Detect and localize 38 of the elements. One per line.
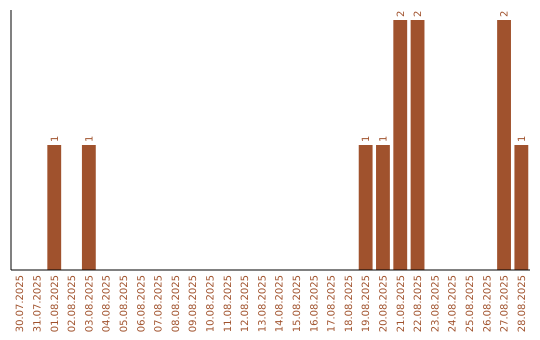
x-tick-label: 19.08.2025: [361, 275, 372, 332]
x-tick-label: 24.08.2025: [448, 275, 459, 332]
x-tick-label: 16.08.2025: [309, 275, 320, 332]
x-tick-label: 02.08.2025: [67, 275, 78, 332]
x-tick-label: 17.08.2025: [326, 275, 338, 332]
data-label: 1: [361, 136, 372, 142]
x-tick-label: 14.08.2025: [274, 275, 286, 332]
x-tick-label: 27.08.2025: [500, 275, 511, 332]
x-tick-label: 05.08.2025: [118, 275, 130, 332]
x-tick-label: 03.08.2025: [84, 275, 96, 332]
x-tick-label: 18.08.2025: [344, 275, 355, 332]
data-label: 1: [84, 136, 96, 142]
x-tick-label: 04.08.2025: [102, 275, 113, 332]
x-tick-label: 25.08.2025: [464, 275, 476, 332]
x-tick-label: 13.08.2025: [257, 275, 268, 332]
x-tick-label: 01.08.2025: [50, 275, 61, 332]
x-tick-label: 07.08.2025: [154, 275, 165, 332]
x-tick-label: 26.08.2025: [482, 275, 494, 332]
x-tick-label: 12.08.2025: [240, 275, 252, 332]
data-label: 1: [378, 136, 390, 142]
x-tick-label: 28.08.2025: [516, 275, 528, 332]
x-tick-label: 09.08.2025: [188, 275, 200, 332]
x-tick-label: 11.08.2025: [222, 275, 234, 332]
x-tick-label: 10.08.2025: [205, 275, 216, 332]
data-label: 1: [516, 136, 528, 142]
data-label: 1: [50, 136, 61, 142]
x-tick-label: 21.08.2025: [396, 275, 407, 332]
data-label: 2: [500, 10, 511, 17]
x-tick-label: 23.08.2025: [430, 275, 442, 332]
x-tick-label: 15.08.2025: [292, 275, 303, 332]
x-tick-label: 08.08.2025: [170, 275, 182, 332]
x-tick-label: 06.08.2025: [136, 275, 148, 332]
data-label: 2: [396, 10, 407, 17]
data-label: 2: [413, 10, 424, 17]
x-tick-label: 31.07.2025: [32, 275, 44, 332]
x-tick-label: 22.08.2025: [413, 275, 424, 332]
x-tick-label: 20.08.2025: [378, 275, 390, 332]
x-tick-label: 30.07.2025: [15, 275, 26, 332]
